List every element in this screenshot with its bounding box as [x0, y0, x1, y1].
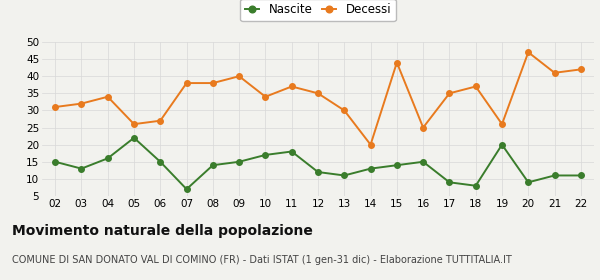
Decessi — [209, 81, 217, 85]
Nascite — [52, 160, 59, 164]
Nascite — [262, 153, 269, 157]
Nascite — [130, 136, 137, 139]
Decessi — [183, 81, 190, 85]
Nascite — [393, 164, 400, 167]
Nascite — [419, 160, 427, 164]
Nascite — [314, 170, 322, 174]
Decessi — [130, 122, 137, 126]
Nascite — [288, 150, 295, 153]
Decessi — [288, 85, 295, 88]
Text: COMUNE DI SAN DONATO VAL DI COMINO (FR) - Dati ISTAT (1 gen-31 dic) - Elaborazio: COMUNE DI SAN DONATO VAL DI COMINO (FR) … — [12, 255, 512, 265]
Nascite — [341, 174, 348, 177]
Decessi — [472, 85, 479, 88]
Nascite — [577, 174, 584, 177]
Line: Decessi: Decessi — [52, 50, 584, 148]
Nascite — [499, 143, 506, 146]
Line: Nascite: Nascite — [52, 135, 584, 192]
Decessi — [446, 92, 453, 95]
Decessi — [367, 143, 374, 146]
Nascite — [157, 160, 164, 164]
Legend: Nascite, Decessi: Nascite, Decessi — [240, 0, 396, 21]
Nascite — [236, 160, 243, 164]
Decessi — [577, 68, 584, 71]
Text: Movimento naturale della popolazione: Movimento naturale della popolazione — [12, 224, 313, 238]
Decessi — [262, 95, 269, 99]
Nascite — [104, 157, 112, 160]
Decessi — [314, 92, 322, 95]
Nascite — [472, 184, 479, 187]
Decessi — [104, 95, 112, 99]
Decessi — [78, 102, 85, 105]
Decessi — [157, 119, 164, 122]
Nascite — [367, 167, 374, 170]
Nascite — [78, 167, 85, 170]
Decessi — [393, 61, 400, 64]
Decessi — [52, 105, 59, 109]
Decessi — [419, 126, 427, 129]
Decessi — [524, 51, 532, 54]
Nascite — [209, 164, 217, 167]
Decessi — [341, 109, 348, 112]
Nascite — [446, 181, 453, 184]
Nascite — [524, 181, 532, 184]
Decessi — [236, 74, 243, 78]
Nascite — [551, 174, 558, 177]
Nascite — [183, 188, 190, 191]
Decessi — [551, 71, 558, 74]
Decessi — [499, 122, 506, 126]
